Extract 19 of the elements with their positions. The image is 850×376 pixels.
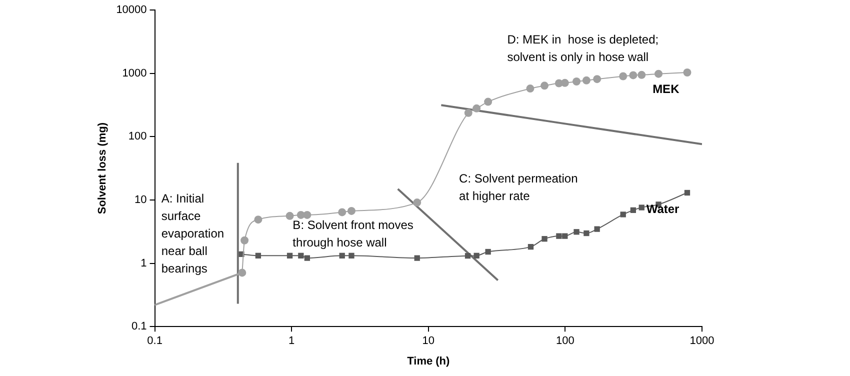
series-label: Water — [646, 202, 680, 216]
x-tick-label: 1000 — [690, 335, 714, 348]
y-tick-label: 1000 — [122, 67, 147, 80]
x-tick-label: 0.1 — [147, 335, 162, 348]
annotation: C: Solvent permeation at higher rate — [459, 172, 578, 204]
x-tick-label: 100 — [556, 335, 574, 348]
series-label: MEK — [652, 82, 680, 96]
y-axis-title: Solvent loss (mg) — [96, 122, 109, 214]
x-tick-label: 10 — [422, 335, 435, 348]
y-tick-label: 10000 — [116, 4, 147, 16]
x-axis-title: Time (h) — [407, 355, 450, 368]
y-tick-label: 1 — [140, 257, 147, 270]
x-tick-label: 1 — [288, 335, 295, 348]
y-tick-label: 10 — [134, 194, 147, 206]
annotation: A: Initial surface evaporation near ball bearings — [161, 192, 224, 276]
annotation: B: Solvent front moves through hose wall — [292, 218, 414, 250]
y-tick-label: 100 — [128, 130, 147, 143]
annotation: D: MEK in hose is depleted; solvent is only in hose wall — [507, 32, 659, 64]
y-tick-label: 0.1 — [131, 320, 147, 333]
